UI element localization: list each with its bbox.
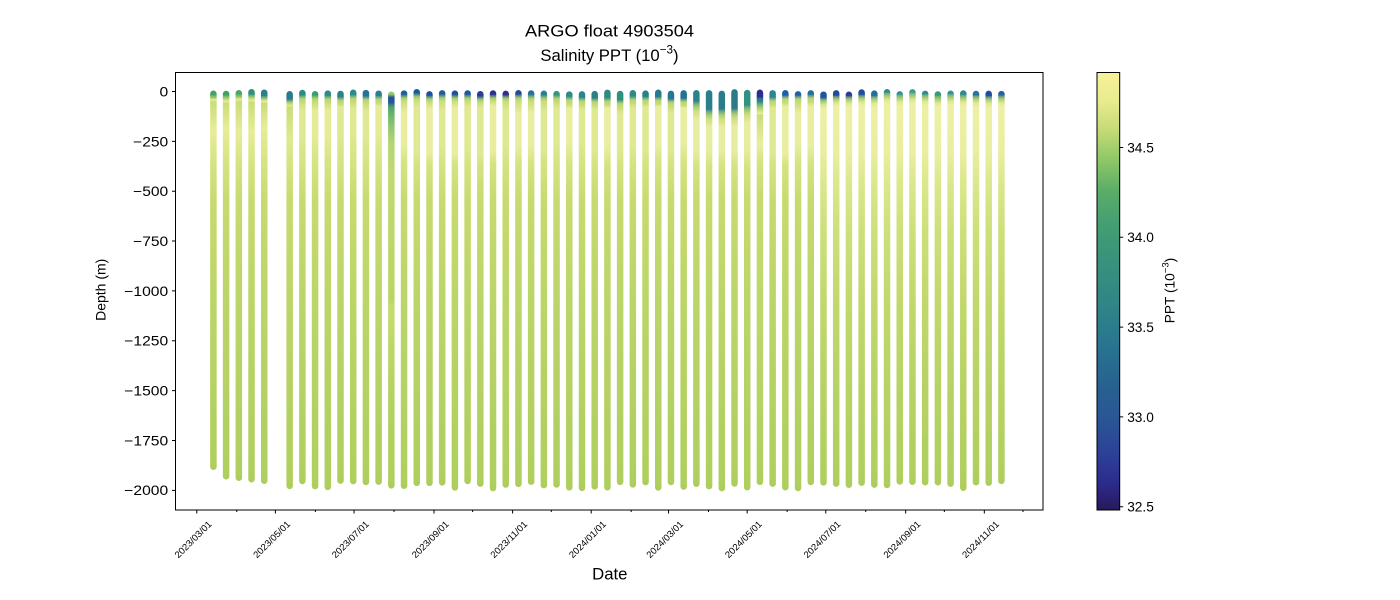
svg-text:34.5: 34.5 <box>1127 140 1154 155</box>
svg-text:Date: Date <box>592 565 627 584</box>
svg-text:Salinity PPT (10−3): Salinity PPT (10−3) <box>540 44 678 66</box>
svg-text:ARGO float 4903504: ARGO float 4903504 <box>525 21 694 40</box>
svg-text:32.5: 32.5 <box>1127 500 1154 515</box>
svg-text:PPT (10−3): PPT (10−3) <box>1161 258 1178 323</box>
svg-text:−1000: −1000 <box>124 284 168 299</box>
svg-text:−1500: −1500 <box>124 384 168 399</box>
svg-text:33.5: 33.5 <box>1127 320 1154 335</box>
svg-text:−1250: −1250 <box>124 334 168 349</box>
svg-text:−2000: −2000 <box>124 483 168 498</box>
svg-text:−750: −750 <box>133 234 169 249</box>
svg-text:33.0: 33.0 <box>1127 410 1154 425</box>
svg-text:34.0: 34.0 <box>1127 230 1154 245</box>
svg-text:Depth (m): Depth (m) <box>93 259 109 321</box>
svg-text:−250: −250 <box>133 134 169 149</box>
svg-text:−500: −500 <box>133 184 169 199</box>
svg-text:−1750: −1750 <box>124 433 168 448</box>
svg-text:0: 0 <box>160 84 169 99</box>
